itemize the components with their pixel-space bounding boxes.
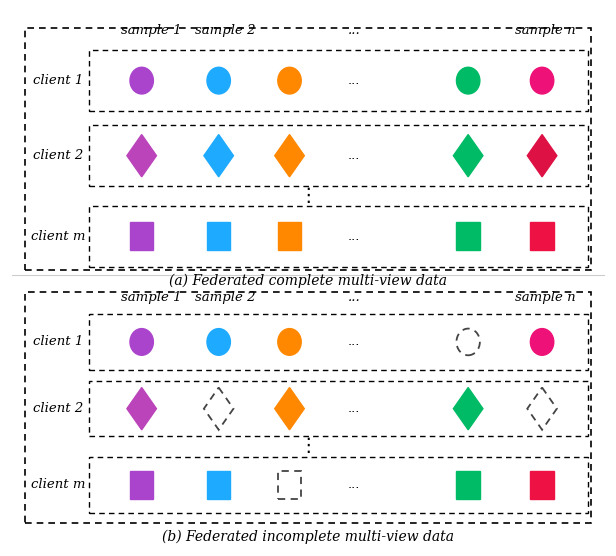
Text: client 1: client 1 bbox=[33, 74, 84, 87]
Text: (b) Federated incomplete multi-view data: (b) Federated incomplete multi-view data bbox=[162, 529, 454, 544]
Text: sample 1: sample 1 bbox=[121, 291, 181, 304]
Ellipse shape bbox=[207, 67, 230, 94]
Text: client 2: client 2 bbox=[33, 402, 84, 415]
Ellipse shape bbox=[530, 329, 554, 355]
Bar bbox=[530, 222, 554, 250]
Ellipse shape bbox=[530, 67, 554, 94]
Text: ...: ... bbox=[348, 149, 360, 162]
Text: ⋮: ⋮ bbox=[298, 186, 318, 205]
Polygon shape bbox=[204, 135, 233, 177]
Text: client 1: client 1 bbox=[33, 335, 84, 349]
Bar bbox=[89, 314, 588, 370]
Ellipse shape bbox=[130, 67, 153, 94]
Text: (a) Federated complete multi-view data: (a) Federated complete multi-view data bbox=[169, 274, 447, 288]
Text: ...: ... bbox=[348, 478, 360, 492]
Bar bbox=[207, 222, 230, 250]
Bar bbox=[278, 222, 301, 250]
Bar bbox=[130, 222, 153, 250]
Bar bbox=[25, 292, 591, 523]
Polygon shape bbox=[453, 388, 483, 430]
Text: ...: ... bbox=[348, 230, 360, 243]
Text: sample 1: sample 1 bbox=[121, 24, 181, 37]
Polygon shape bbox=[527, 135, 557, 177]
Polygon shape bbox=[127, 388, 156, 430]
Bar bbox=[456, 471, 480, 499]
Text: client 2: client 2 bbox=[33, 149, 84, 162]
Ellipse shape bbox=[456, 67, 480, 94]
Polygon shape bbox=[275, 388, 304, 430]
Ellipse shape bbox=[278, 67, 301, 94]
Text: sample n: sample n bbox=[515, 291, 575, 304]
Bar bbox=[207, 471, 230, 499]
Bar bbox=[456, 222, 480, 250]
Bar bbox=[89, 381, 588, 436]
Text: client m: client m bbox=[31, 478, 86, 492]
Text: sample 2: sample 2 bbox=[195, 291, 255, 304]
Ellipse shape bbox=[130, 329, 153, 355]
Bar bbox=[530, 471, 554, 499]
Text: client m: client m bbox=[31, 230, 86, 243]
Text: ...: ... bbox=[348, 74, 360, 87]
Text: ⋮: ⋮ bbox=[298, 436, 318, 455]
Text: sample n: sample n bbox=[515, 24, 575, 37]
Bar bbox=[278, 471, 301, 499]
Ellipse shape bbox=[278, 329, 301, 355]
Polygon shape bbox=[453, 135, 483, 177]
Bar bbox=[25, 28, 591, 270]
Ellipse shape bbox=[207, 329, 230, 355]
Bar bbox=[89, 125, 588, 186]
Bar bbox=[130, 471, 153, 499]
Bar bbox=[89, 457, 588, 513]
Bar bbox=[89, 206, 588, 267]
Polygon shape bbox=[127, 135, 156, 177]
Text: sample 2: sample 2 bbox=[195, 24, 255, 37]
Text: ...: ... bbox=[348, 402, 360, 415]
Text: ...: ... bbox=[348, 291, 360, 304]
Bar bbox=[89, 50, 588, 111]
Polygon shape bbox=[275, 135, 304, 177]
Text: ...: ... bbox=[348, 335, 360, 349]
Text: ...: ... bbox=[348, 24, 360, 37]
